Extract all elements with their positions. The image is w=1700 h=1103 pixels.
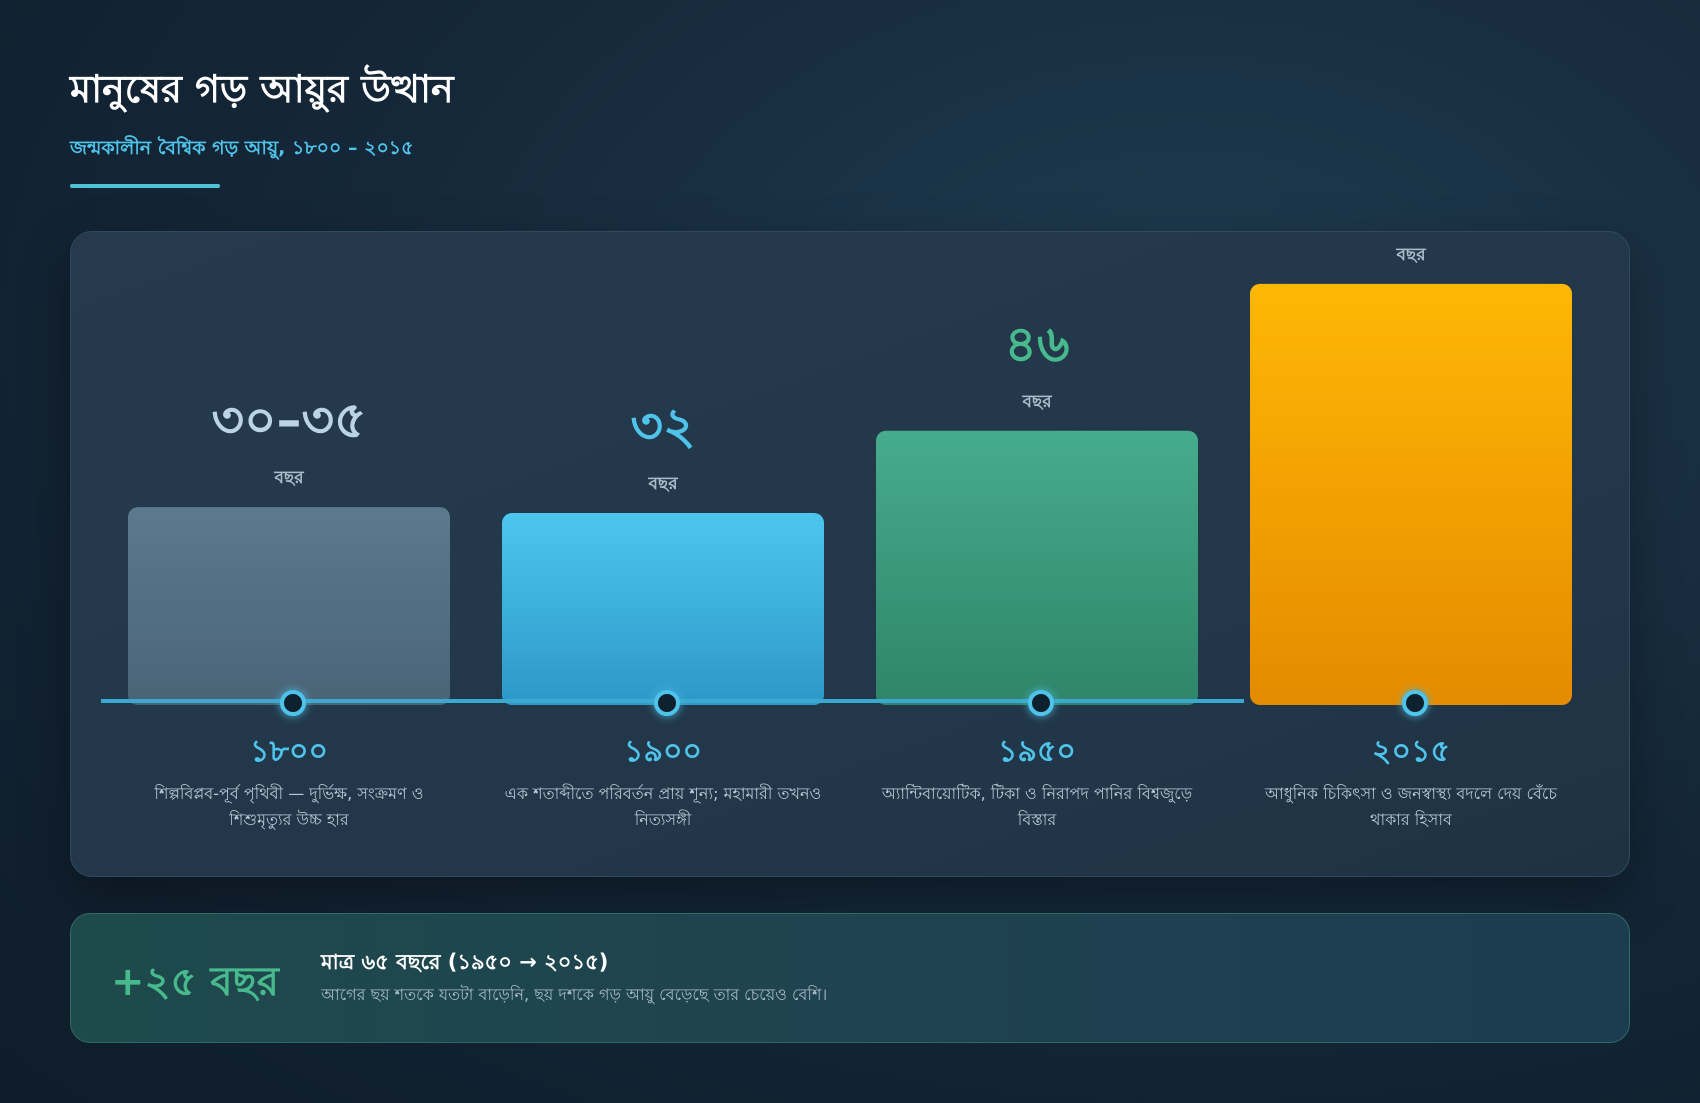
bar-0 <box>128 507 450 705</box>
page-title: মানুষের গড় আয়ুর উত্থান <box>70 67 454 111</box>
summary-gain: +২৫ বছর <box>111 959 279 1005</box>
page-subtitle: জন্মকালীন বৈশ্বিক গড় আয়ু, ১৮০০ – ২০১৫ <box>70 137 414 159</box>
timeline-marker-1 <box>654 690 680 716</box>
year-label-1: ১৯০০ <box>624 734 702 769</box>
bar-2 <box>876 430 1198 705</box>
unit-label-1: বছর <box>647 474 678 494</box>
bar-description-0: শিল্পবিপ্লব-পূর্ব পৃথিবী — দুর্ভিক্ষ, সং… <box>154 784 424 829</box>
timeline-marker-0 <box>280 690 306 716</box>
unit-label-0: বছর <box>273 468 304 488</box>
summary-text: আগের ছয় শতকে যতটা বাড়েনি, ছয় দশকে গড়… <box>321 985 828 1004</box>
timeline-marker-3 <box>1402 690 1428 716</box>
bar-3 <box>1250 283 1572 705</box>
title-underline <box>70 184 220 188</box>
year-label-2: ১৯৫০ <box>998 734 1076 769</box>
bar-chart: ৩০–৩৫বছর১৮০০৩২বছর১৯০০৪৬বছর১৯৫০৭১বছর২০১৫ <box>101 245 1572 769</box>
summary-card: +২৫ বছর মাত্র ৬৫ বছরে (১৯৫০ → ২০১৫) আগের… <box>70 913 1630 1043</box>
bar-1 <box>502 513 824 705</box>
unit-label-3: বছর <box>1395 245 1426 265</box>
summary-headline: মাত্র ৬৫ বছরে (১৯৫০ → ২০১৫) <box>321 950 609 974</box>
year-label-3: ২০১৫ <box>1372 734 1450 769</box>
unit-label-2: বছর <box>1021 392 1052 412</box>
bar-description-1: এক শতাব্দীতে পরিবর্তন প্রায় শূন্য; মহাম… <box>504 784 822 829</box>
timeline-marker-2 <box>1028 690 1054 716</box>
bar-description-2: অ্যান্টিবায়োটিক, টিকা ও নিরাপদ পানির বি… <box>881 784 1193 829</box>
bar-description-3: আধুনিক চিকিৎসা ও জনস্বাস্থ্য বদলে দেয় ব… <box>1265 784 1557 829</box>
value-label-0: ৩০–৩৫ <box>212 391 367 449</box>
chart-card: ৩০–৩৫বছর১৮০০৩২বছর১৯০০৪৬বছর১৯৫০৭১বছর২০১৫ … <box>70 231 1630 877</box>
year-label-0: ১৮০০ <box>250 734 328 769</box>
value-label-2: ৪৬ <box>1005 315 1070 373</box>
value-label-1: ৩২ <box>630 397 695 455</box>
